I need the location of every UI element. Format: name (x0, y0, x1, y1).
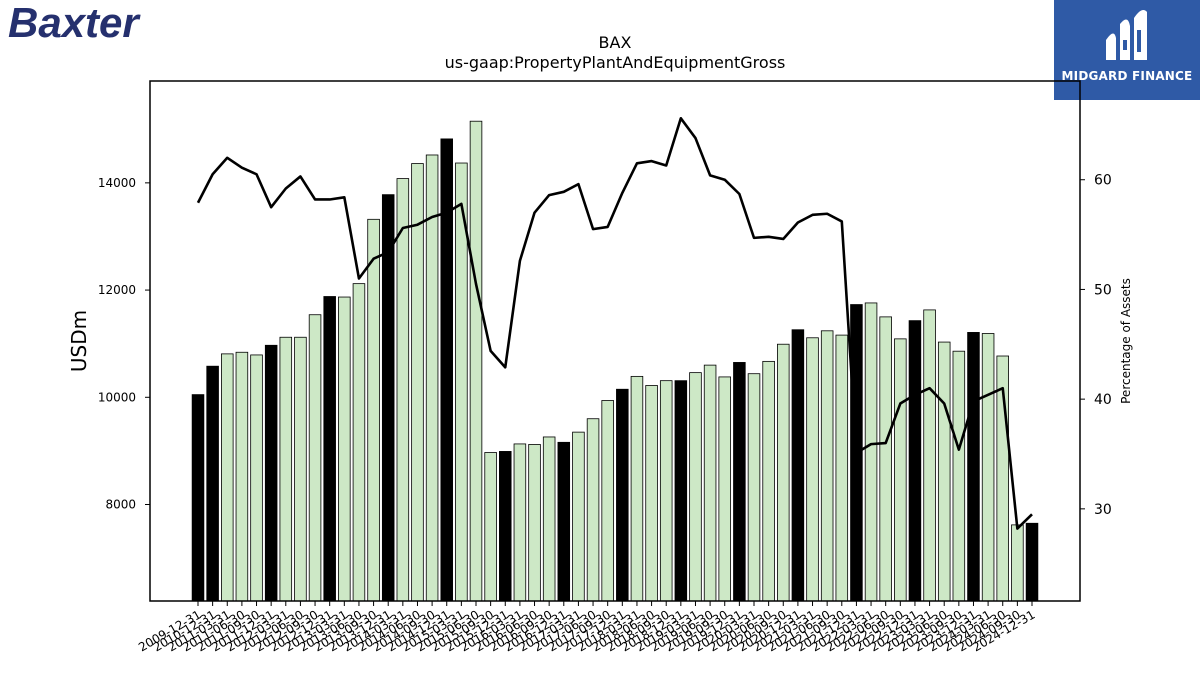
bar-2020-12-31 (791, 329, 805, 602)
y2-tick-label: 40 (1094, 392, 1112, 408)
bar-2012-09-30 (308, 314, 322, 602)
y-axis-label: USDm (67, 310, 91, 372)
bar-2013-03-31 (338, 296, 351, 602)
bar-2016-03-31 (513, 443, 527, 602)
baxter-logo-text: Baxter (8, 0, 141, 44)
bar-2022-03-31 (864, 302, 878, 602)
bar-2022-12-31 (908, 320, 922, 602)
bar-2019-09-30 (718, 376, 731, 602)
bar-2019-06-30 (703, 364, 717, 602)
bar-2024-03-31 (981, 333, 995, 602)
y2-tick-label: 50 (1094, 282, 1112, 298)
bar-2019-12-31 (733, 362, 746, 602)
bar-2009-12-31 (191, 394, 205, 602)
bar-2014-03-31 (396, 178, 410, 602)
bar-2011-06-30 (235, 351, 249, 602)
bar-2011-03-31 (221, 353, 234, 602)
y-tick-label: 10000 (98, 390, 136, 404)
y2-axis: 30 40 50 60 (1080, 173, 1112, 518)
bar-2020-09-30 (777, 343, 790, 602)
bar-2015-12-31 (499, 451, 512, 602)
y-axis: 8000 10000 12000 14000 (98, 176, 150, 512)
bar-2018-06-30 (645, 385, 658, 602)
bar-2017-03-31 (572, 431, 585, 602)
bar-2018-03-31 (630, 375, 644, 602)
baxter-logo-mark: Baxter (8, 0, 141, 46)
y-tick-label: 8000 (105, 498, 136, 512)
bar-2018-09-30 (659, 380, 673, 602)
line-series (196, 117, 1033, 530)
bar-2023-09-30 (952, 350, 966, 602)
bar-2015-06-30 (469, 120, 483, 602)
bar-2014-12-31 (440, 138, 453, 602)
bar-2016-09-30 (542, 436, 556, 602)
y2-axis-label: Percentage of Assets (1119, 278, 1133, 404)
bar-2024-09-30 (1011, 524, 1024, 602)
chart-subtitle: us-gaap:PropertyPlantAndEquipmentGross (445, 53, 786, 72)
bar-2011-09-30 (250, 354, 263, 602)
bar-2023-03-31 (923, 309, 936, 602)
bar-2013-12-31 (381, 194, 395, 602)
bar-2018-12-31 (674, 380, 688, 602)
bar-2015-09-30 (484, 452, 497, 602)
bar-2012-06-30 (294, 336, 307, 602)
bar-2016-06-30 (528, 444, 541, 602)
bar-2016-12-31 (557, 441, 571, 602)
bar-2019-03-31 (689, 372, 702, 602)
bar-2021-03-31 (806, 337, 819, 602)
bar-2014-09-30 (425, 154, 439, 602)
bar-2020-06-30 (762, 360, 775, 602)
bar-2012-03-31 (279, 336, 293, 602)
baxter-logo: Baxter (6, 0, 206, 46)
bar-2017-12-31 (616, 388, 629, 602)
bar-2011-12-31 (264, 344, 278, 602)
midgard-finance-logo: MIDGARD FINANCE (1054, 0, 1200, 100)
midgard-logo-text: MIDGARD FINANCE (1061, 69, 1193, 83)
bar-2021-09-30 (835, 334, 849, 602)
bar-2017-06-30 (586, 418, 600, 602)
chart-title: BAX (599, 33, 632, 52)
bar-2010-12-31 (206, 365, 219, 602)
bar-series (191, 120, 1039, 602)
y2-tick-label: 60 (1094, 173, 1112, 189)
midgard-logo-icon (1106, 10, 1147, 61)
bar-2022-06-30 (879, 316, 892, 602)
bar-2012-12-31 (323, 296, 336, 602)
bar-2020-03-31 (747, 373, 761, 602)
y2-tick-label: 30 (1094, 502, 1112, 518)
bar-2024-12-31 (1025, 522, 1039, 602)
bar-2023-12-31 (967, 332, 980, 602)
y-tick-label: 14000 (98, 176, 136, 190)
y-tick-label: 12000 (98, 283, 136, 297)
x-axis: 2009-12-312010-12-312011-03-312011-06-30… (136, 601, 1038, 654)
bar-2021-06-30 (820, 330, 834, 602)
bar-2014-06-30 (411, 163, 424, 602)
bar-2013-09-30 (367, 218, 380, 602)
percentage-of-assets-line (196, 117, 1033, 530)
bar-2013-06-30 (352, 283, 366, 602)
bar-2023-06-30 (937, 341, 951, 602)
bar-2017-09-30 (601, 400, 614, 602)
plot-frame (149, 80, 1081, 602)
bar-2022-09-30 (894, 338, 907, 602)
